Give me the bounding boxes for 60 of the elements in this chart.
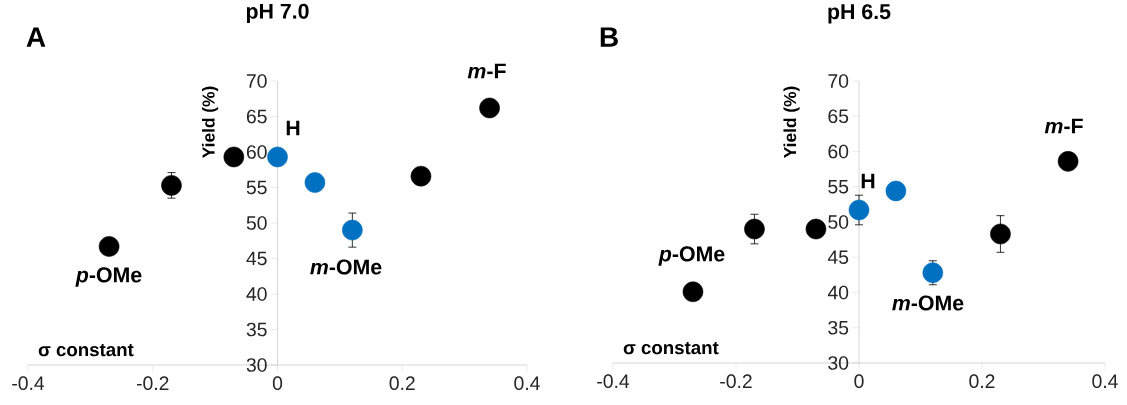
y-tick-label: 35 bbox=[828, 320, 849, 335]
point bbox=[267, 146, 288, 168]
point bbox=[805, 218, 827, 240]
annotation: m-F bbox=[1044, 118, 1083, 134]
point bbox=[848, 199, 870, 221]
y-tick-label: 45 bbox=[246, 251, 267, 266]
annotation: p-OMe bbox=[75, 267, 142, 287]
x-tick-label: -0.2 bbox=[136, 376, 169, 391]
y-tick-label: 50 bbox=[828, 215, 849, 229]
annotation: H bbox=[286, 120, 300, 136]
y-tick-label: 70 bbox=[828, 74, 849, 88]
point bbox=[1057, 151, 1079, 172]
point bbox=[342, 219, 363, 241]
x-tick-label: 0.2 bbox=[969, 374, 995, 389]
point bbox=[410, 165, 432, 187]
x-tick-label: 0.2 bbox=[389, 376, 415, 391]
y-tick-label: 45 bbox=[827, 250, 849, 264]
annotation: m-OMe bbox=[892, 295, 964, 311]
y-tick-label: 30 bbox=[828, 356, 849, 370]
x-tick-label: -0.4 bbox=[12, 376, 45, 391]
point bbox=[161, 175, 182, 196]
point bbox=[304, 172, 326, 193]
y-tick-label: 40 bbox=[827, 285, 849, 300]
x-tick-label: 0 bbox=[854, 374, 864, 389]
y-tick-label: 65 bbox=[828, 109, 849, 124]
annotation: H bbox=[861, 173, 875, 189]
x-axis-title: σ constant bbox=[38, 343, 134, 357]
point bbox=[885, 180, 907, 202]
chart-title: pH 7.0 bbox=[246, 3, 309, 24]
y-tick-label: 30 bbox=[246, 358, 267, 372]
y-tick-label: 50 bbox=[246, 216, 267, 230]
point bbox=[479, 97, 500, 119]
y-tick-label: 40 bbox=[246, 287, 267, 301]
x-tick-label: 0.4 bbox=[514, 376, 540, 391]
annotation: m-OMe bbox=[310, 259, 382, 275]
y-tick-label: 70 bbox=[246, 74, 267, 88]
chart-title: pH 6.5 bbox=[828, 4, 891, 24]
text: B bbox=[600, 27, 618, 47]
point bbox=[922, 262, 944, 284]
x-tick-label: 0 bbox=[272, 376, 283, 391]
y-tick-label: 55 bbox=[246, 180, 267, 195]
point bbox=[98, 236, 120, 257]
x-tick-label: -0.2 bbox=[720, 374, 752, 389]
point bbox=[682, 281, 704, 303]
point bbox=[990, 223, 1011, 245]
y-tick-label: 60 bbox=[246, 145, 267, 159]
text: A bbox=[26, 27, 46, 47]
annotation: p-OMe bbox=[658, 246, 725, 266]
y-axis-title: Yield (%) bbox=[783, 86, 800, 158]
y-tick-label: 55 bbox=[828, 180, 849, 194]
x-axis-title: σ constant bbox=[623, 341, 719, 355]
point bbox=[223, 146, 245, 168]
x-tick-label: -0.4 bbox=[597, 374, 630, 389]
x-tick-label: 0.4 bbox=[1092, 374, 1118, 389]
point bbox=[744, 218, 765, 240]
y-axis-title: Yield (%) bbox=[201, 86, 219, 158]
text: m-F bbox=[467, 63, 506, 79]
y-tick-label: 60 bbox=[828, 144, 849, 159]
y-tick-label: 65 bbox=[246, 109, 267, 124]
y-tick-label: 35 bbox=[246, 322, 267, 337]
